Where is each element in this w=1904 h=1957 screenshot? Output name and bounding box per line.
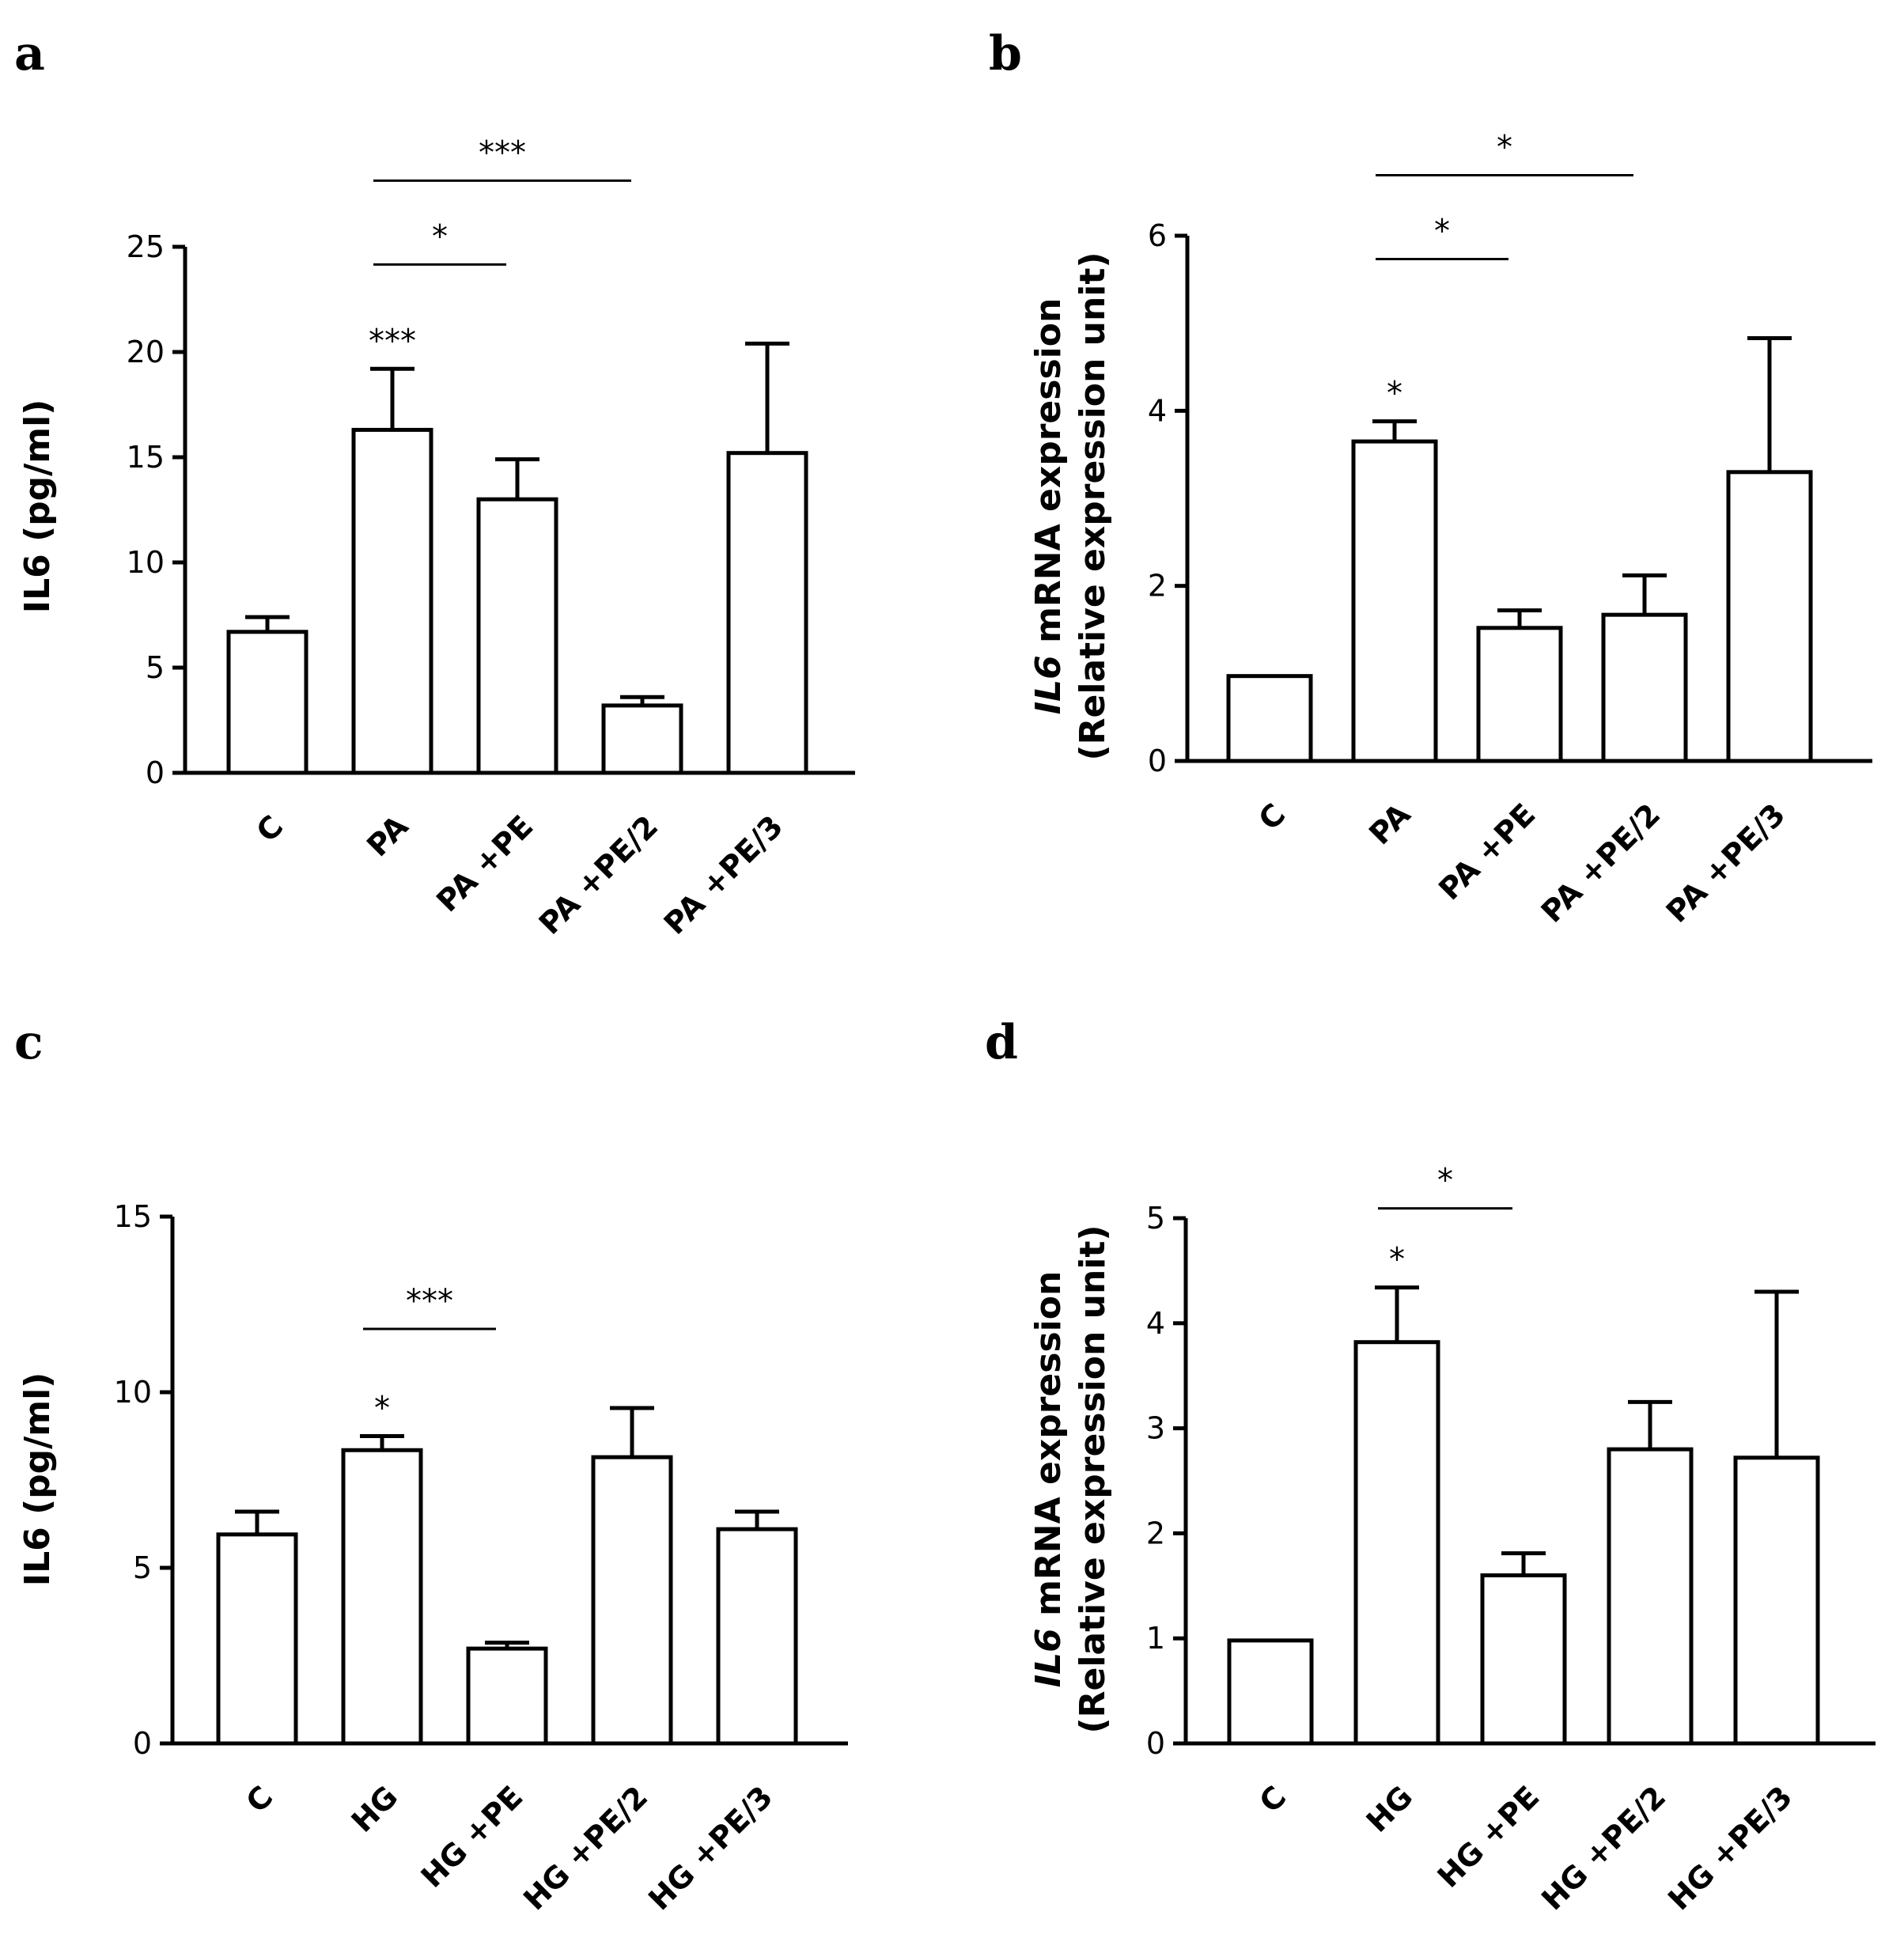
y-tick-label: 3 (1146, 1411, 1165, 1446)
panel-letter: c (14, 1015, 44, 1070)
x-category-label: HG +PE (414, 1779, 530, 1895)
y-axis-label: IL6 (pg/ml) (17, 1372, 58, 1587)
y-axis-label: IL6 mRNA expression (Relative expression … (1028, 252, 1113, 760)
bar-significance: *** (369, 323, 416, 359)
bar (1733, 1455, 1820, 1746)
x-category-label: C (1253, 1779, 1293, 1819)
x-category-label: PA +PE (430, 808, 539, 918)
y-axis-gene-name: IL6 (1028, 655, 1069, 714)
y-tick-label: 2 (1148, 569, 1167, 604)
y-tick-label: 15 (127, 440, 165, 475)
x-category-label: C (1252, 797, 1293, 837)
x-category-label: PA (1362, 797, 1418, 852)
y-axis-gene-name: IL6 (1028, 1628, 1069, 1687)
y-axis-label-rest: (pg/ml) (17, 1372, 58, 1527)
y-axis-gene-name: IL6 (17, 1527, 58, 1586)
bar (726, 451, 808, 775)
panel-letter: d (985, 1015, 1018, 1070)
x-category-label: PA (360, 808, 415, 864)
x-category-label: PA +PE/2 (1535, 797, 1667, 929)
y-tick-label: 1 (1146, 1621, 1165, 1656)
comparison-significance: * (432, 218, 448, 255)
bar (216, 1532, 298, 1746)
bar (1601, 612, 1688, 763)
x-category-label: HG +PE/2 (517, 1779, 654, 1917)
y-tick-label: 10 (114, 1375, 152, 1410)
bar (1353, 1340, 1440, 1746)
y-tick-label: 0 (133, 1726, 152, 1761)
y-tick-label: 4 (1148, 393, 1167, 428)
bar-significance: * (1387, 376, 1402, 412)
x-category-label: HG +PE/3 (1661, 1779, 1799, 1917)
y-axis-label-rest: (pg/ml) (17, 399, 58, 555)
y-axis-label-line1: IL6 mRNA expression (1028, 298, 1069, 715)
y-axis-gene-name: IL6 (17, 554, 58, 613)
bar (226, 630, 309, 775)
panel-letter: b (989, 26, 1022, 81)
y-tick-label: 5 (133, 1550, 152, 1585)
x-category-label: HG (345, 1779, 405, 1839)
y-tick-label: 20 (127, 335, 165, 369)
y-tick-label: 0 (1148, 744, 1167, 778)
bar-significance: * (374, 1391, 390, 1427)
comparison-significance: * (1497, 129, 1512, 165)
y-tick-label: 4 (1146, 1306, 1165, 1341)
comparison-significance: *** (406, 1283, 453, 1319)
y-tick-label: 5 (1146, 1201, 1165, 1236)
bar (716, 1527, 798, 1746)
panel-letter: a (14, 26, 45, 81)
panel-b: b IL6 mRNA expression (Relative expression… (989, 26, 1872, 929)
bar (1226, 674, 1313, 763)
bar (1480, 1573, 1567, 1746)
bar (1476, 626, 1563, 763)
x-category-label: HG (1360, 1779, 1420, 1839)
y-tick-label: 25 (127, 229, 165, 264)
bar (1351, 439, 1438, 763)
x-category-label: PA +PE/2 (532, 808, 665, 941)
x-category-label: PA +PE/3 (657, 808, 790, 941)
x-category-label: C (240, 1779, 280, 1819)
x-category-label: HG +PE (1431, 1779, 1546, 1895)
y-tick-label: 6 (1148, 218, 1167, 253)
comparison-significance: *** (479, 134, 526, 171)
comparison-significance: * (1437, 1163, 1453, 1199)
x-category-label: C (250, 808, 290, 849)
y-axis-label-line1: IL6 mRNA expression (1028, 1271, 1069, 1688)
comparison-significance: * (1434, 213, 1450, 249)
bar (601, 703, 683, 775)
y-axis-label: IL6 mRNA expression (Relative expression … (1028, 1225, 1113, 1733)
bar (466, 1646, 548, 1746)
y-axis-label-line2: (Relative expression unit) (1073, 1225, 1113, 1733)
bar-significance: * (1389, 1242, 1405, 1278)
y-axis-label-rest: mRNA expression (1028, 1271, 1069, 1629)
bar (341, 1448, 423, 1746)
bar (351, 427, 433, 775)
x-category-label: PA +PE (1432, 797, 1542, 907)
y-tick-label: 0 (1146, 1726, 1165, 1761)
y-axis-label-line2: (Relative expression unit) (1073, 252, 1113, 760)
x-category-label: PA +PE/3 (1660, 797, 1792, 929)
y-tick-label: 15 (114, 1199, 152, 1234)
bar (1227, 1638, 1314, 1746)
y-tick-label: 10 (127, 545, 165, 580)
bar (591, 1455, 673, 1746)
y-tick-label: 2 (1146, 1516, 1165, 1550)
y-tick-label: 5 (146, 650, 165, 685)
bar (1726, 470, 1813, 763)
x-category-label: HG +PE/3 (642, 1779, 779, 1917)
x-category-label: HG +PE/2 (1535, 1779, 1672, 1917)
y-tick-label: 0 (146, 755, 165, 790)
y-axis-label: IL6 (pg/ml) (17, 399, 58, 614)
y-axis-label-rest: mRNA expression (1028, 298, 1069, 656)
bar (476, 497, 558, 775)
panel-d: d IL6 mRNA expression (Relative expression… (985, 1015, 1876, 1917)
bar (1607, 1447, 1694, 1746)
